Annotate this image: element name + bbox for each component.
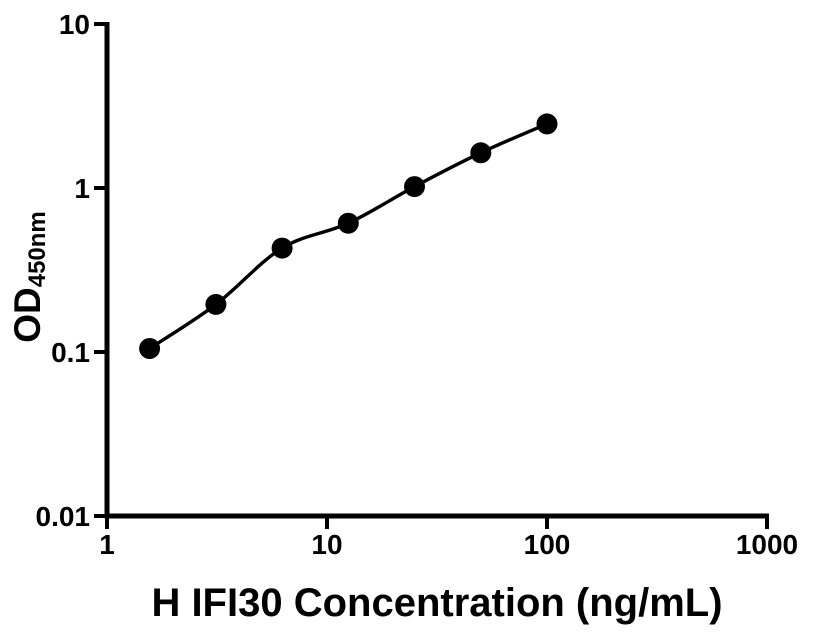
y-tick-label: 0.01: [36, 501, 91, 532]
x-tick-label: 1: [99, 529, 115, 560]
x-tick-label: 1000: [736, 529, 798, 560]
axis-frame: [104, 22, 769, 519]
y-axis-title-main: OD: [7, 287, 48, 343]
x-tick-label: 10: [311, 529, 342, 560]
y-axis-title: OD450nm: [7, 211, 51, 343]
data-point: [271, 237, 293, 259]
data-point: [536, 113, 558, 135]
y-tick-label: 10: [59, 9, 90, 40]
data-point: [205, 293, 227, 315]
svg-text:OD450nm: OD450nm: [7, 211, 51, 343]
x-axis-title: H IFI30 Concentration (ng/mL): [151, 581, 722, 625]
data-point: [139, 338, 161, 359]
plot-area: 10 1 0.1 0.01 1 10 100 1000: [36, 9, 799, 560]
data-point: [404, 176, 425, 198]
data-point: [470, 142, 492, 164]
data-point: [337, 212, 359, 234]
x-tick-label: 100: [524, 529, 571, 560]
y-tick-label: 1: [74, 173, 90, 204]
y-axis-title-subscript: 450nm: [24, 211, 51, 287]
y-tick-label: 0.1: [51, 337, 90, 368]
